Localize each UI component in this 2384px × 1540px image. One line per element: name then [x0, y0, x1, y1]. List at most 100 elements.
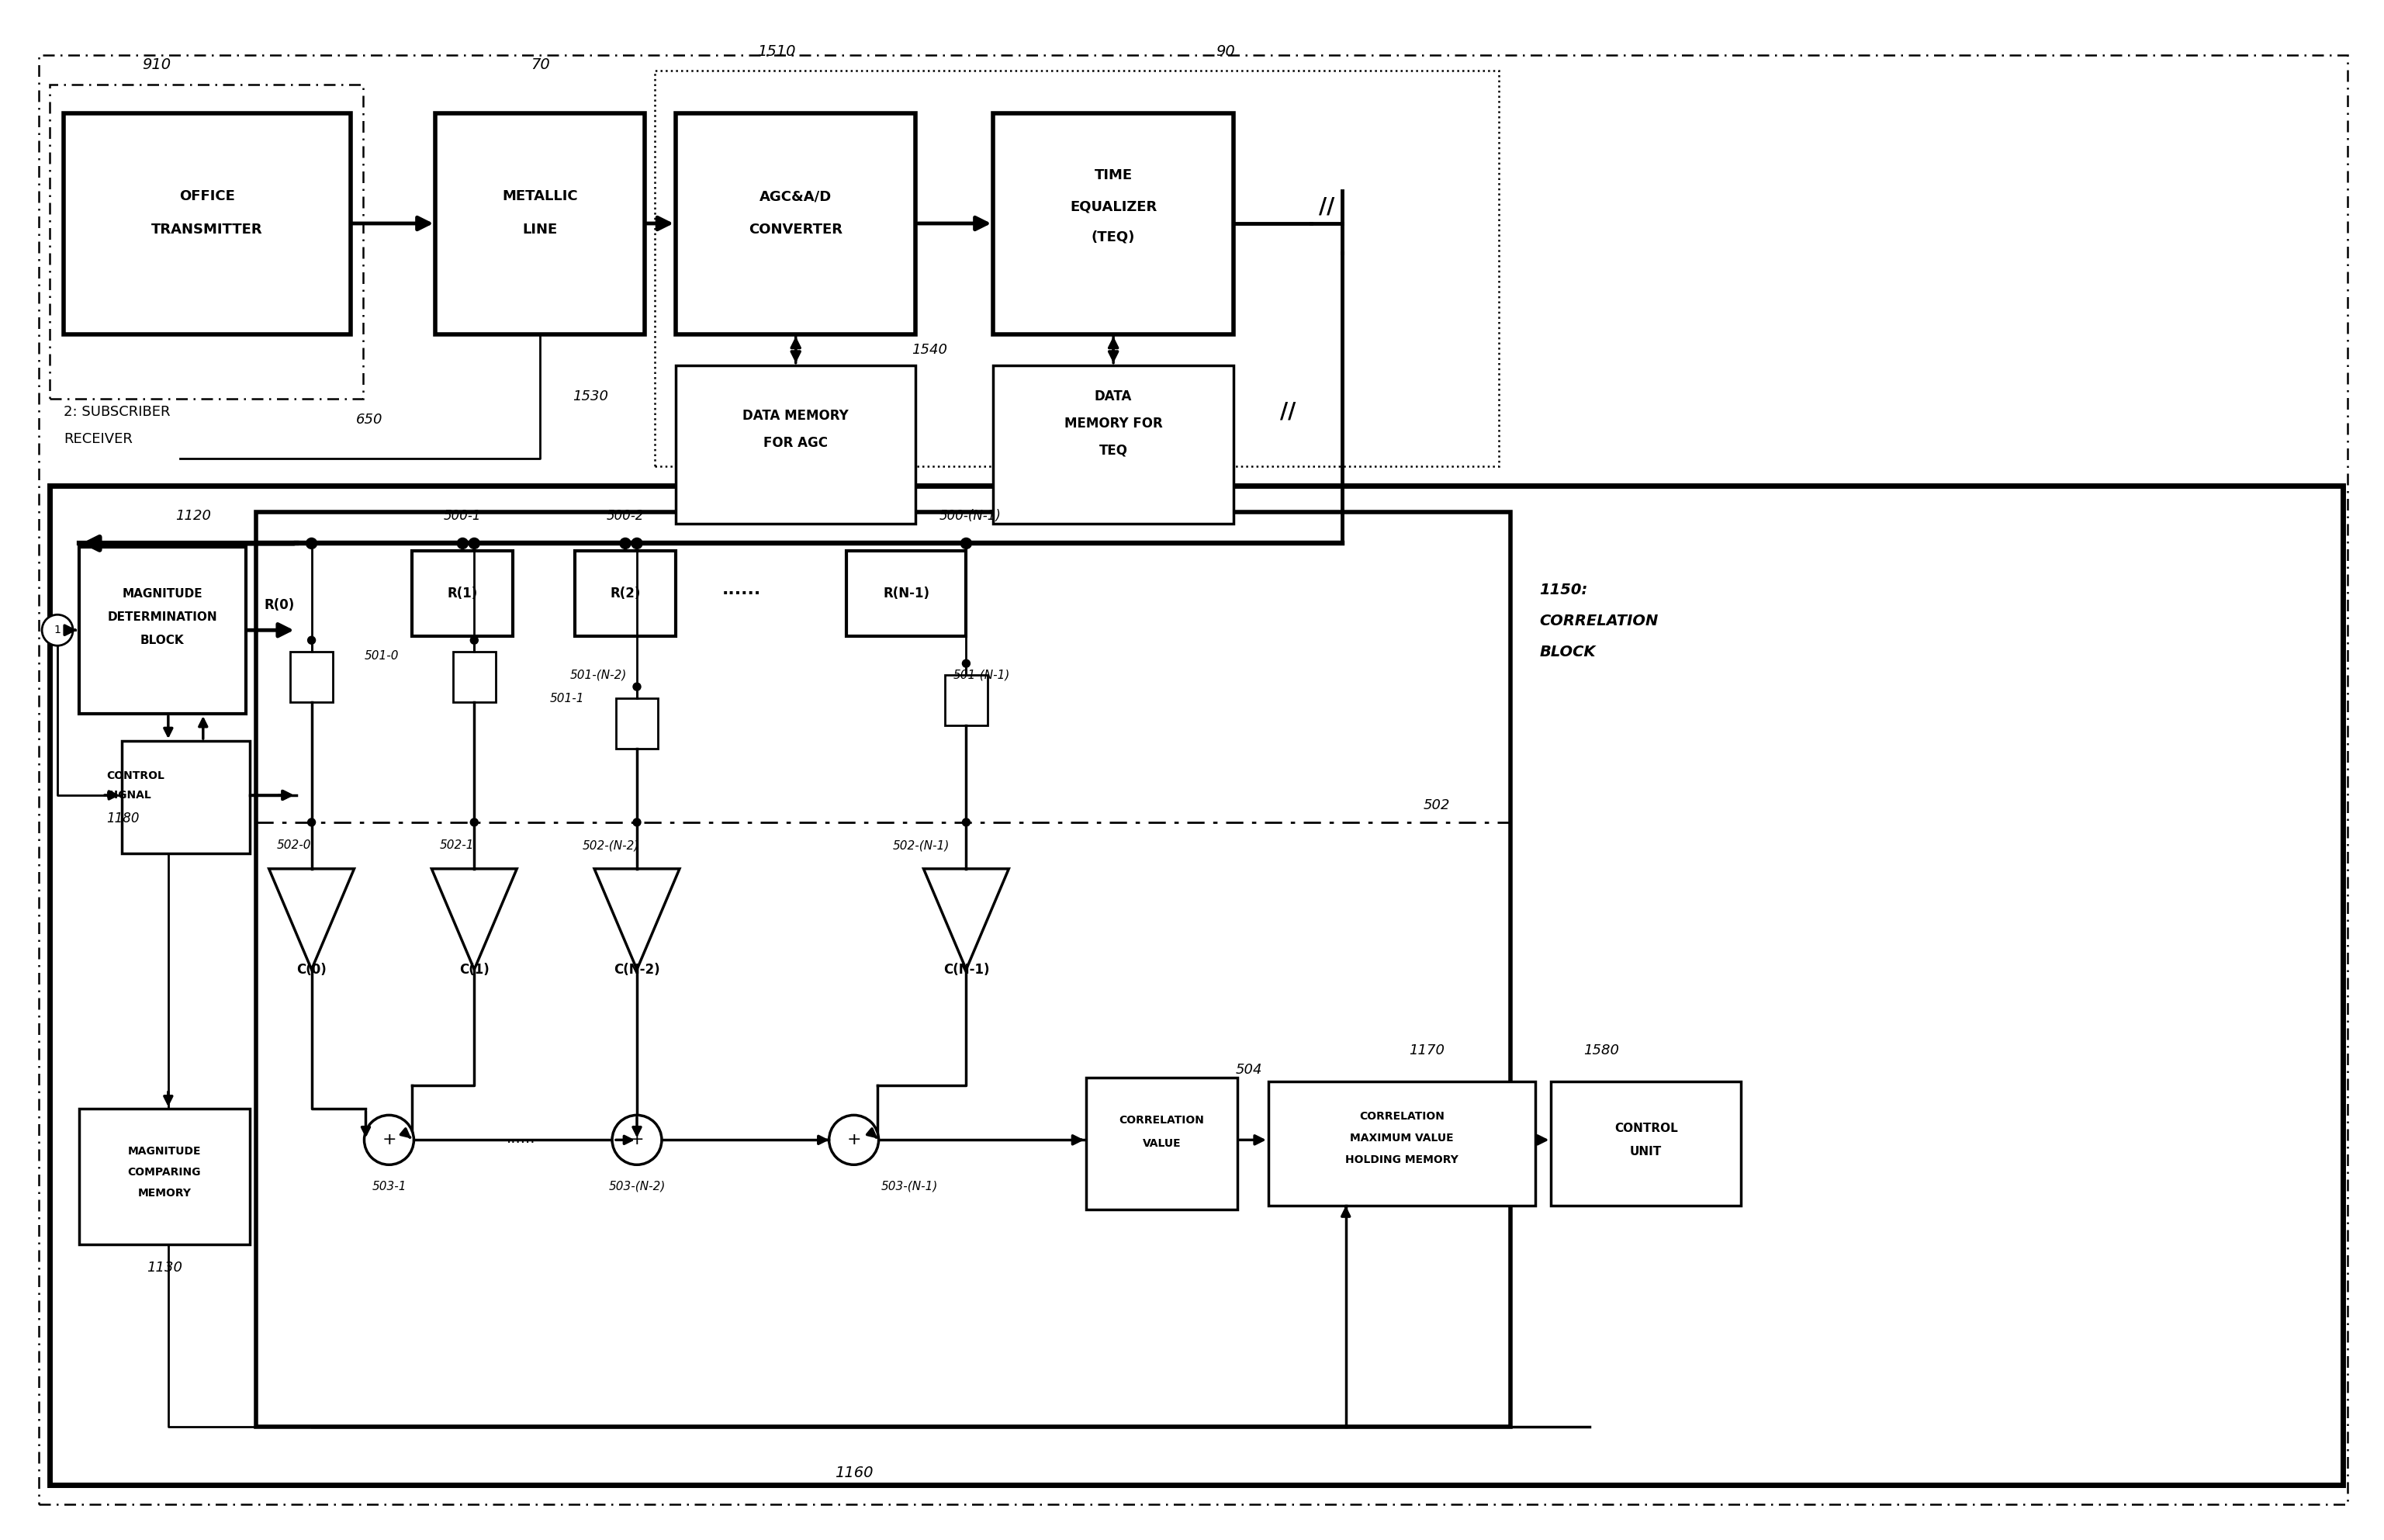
Bar [846, 551, 966, 636]
Text: 2: SUBSCRIBER: 2: SUBSCRIBER [64, 405, 169, 419]
Text: CONVERTER: CONVERTER [749, 223, 842, 237]
Text: //: // [1280, 400, 1295, 422]
Text: CONTROL: CONTROL [1614, 1123, 1678, 1133]
Text: FOR AGC: FOR AGC [763, 436, 827, 450]
Bar [412, 551, 513, 636]
Text: MAGNITUDE: MAGNITUDE [122, 588, 203, 599]
Text: C(N-1): C(N-1) [944, 962, 989, 976]
Text: 1: 1 [55, 625, 62, 636]
Text: RECEIVER: RECEIVER [64, 431, 134, 445]
Text: 650: 650 [355, 413, 384, 427]
Text: DETERMINATION: DETERMINATION [107, 611, 217, 622]
Text: 501-(N-1): 501-(N-1) [954, 670, 1011, 681]
Circle shape [470, 537, 479, 548]
Text: MAXIMUM VALUE: MAXIMUM VALUE [1349, 1133, 1454, 1144]
Circle shape [632, 537, 641, 548]
Text: 500-1: 500-1 [443, 510, 482, 524]
Text: ......: ...... [505, 1130, 536, 1146]
Bar [64, 114, 350, 334]
Text: 70: 70 [532, 57, 551, 72]
Text: MEMORY: MEMORY [138, 1187, 191, 1198]
Circle shape [613, 1115, 663, 1164]
Circle shape [305, 537, 317, 548]
Circle shape [308, 636, 315, 644]
Text: 503-(N-2): 503-(N-2) [608, 1181, 665, 1192]
Bar [1268, 1081, 1535, 1206]
Text: TEQ: TEQ [1099, 444, 1128, 457]
Text: +: + [629, 1132, 644, 1147]
Text: 502-1: 502-1 [439, 839, 474, 852]
Text: +: + [846, 1132, 861, 1147]
Text: 1580: 1580 [1583, 1044, 1619, 1058]
Text: 502: 502 [1423, 798, 1449, 812]
Text: C(1): C(1) [460, 962, 489, 976]
Text: 1170: 1170 [1409, 1044, 1445, 1058]
Text: +: + [381, 1132, 396, 1147]
Text: DATA: DATA [1094, 390, 1132, 403]
Text: 500-2: 500-2 [606, 510, 644, 524]
Text: CONTROL: CONTROL [107, 770, 164, 781]
Text: 501-1: 501-1 [551, 693, 584, 704]
Text: 501-(N-2): 501-(N-2) [570, 670, 627, 681]
Text: 1510: 1510 [758, 45, 796, 59]
Text: 1150:: 1150: [1540, 582, 1588, 598]
Text: CORRELATION: CORRELATION [1359, 1112, 1445, 1123]
Bar [1087, 1078, 1237, 1209]
Text: 1540: 1540 [913, 343, 946, 357]
Bar [615, 698, 658, 748]
Text: R(0): R(0) [265, 599, 293, 613]
Text: 1180: 1180 [107, 812, 138, 825]
Text: //: // [1318, 196, 1335, 217]
Text: LINE: LINE [522, 223, 558, 237]
Text: VALUE: VALUE [1142, 1138, 1180, 1149]
Text: 500-(N-1): 500-(N-1) [939, 510, 1001, 524]
Text: TRANSMITTER: TRANSMITTER [150, 223, 262, 237]
Text: CORRELATION: CORRELATION [1118, 1115, 1204, 1126]
Text: C(0): C(0) [296, 962, 327, 976]
Text: METALLIC: METALLIC [503, 189, 577, 203]
Text: 1530: 1530 [572, 390, 608, 403]
Bar [575, 551, 675, 636]
Circle shape [830, 1115, 880, 1164]
Text: 502-0: 502-0 [277, 839, 312, 852]
Bar [50, 485, 2343, 1485]
Circle shape [470, 818, 479, 825]
Bar [994, 114, 1233, 334]
Text: 90: 90 [1216, 45, 1235, 59]
Text: (TEQ): (TEQ) [1092, 231, 1135, 245]
Polygon shape [923, 869, 1008, 970]
Bar [1552, 1081, 1740, 1206]
Circle shape [963, 659, 970, 667]
Bar [436, 114, 644, 334]
Bar [50, 85, 362, 399]
Text: DATA MEMORY: DATA MEMORY [744, 408, 849, 422]
Text: AGC&A/D: AGC&A/D [760, 189, 832, 203]
Text: SIGNAL: SIGNAL [107, 790, 150, 801]
Bar [656, 71, 1500, 467]
Text: UNIT: UNIT [1631, 1146, 1662, 1158]
Text: MEMORY FOR: MEMORY FOR [1063, 416, 1163, 430]
Circle shape [634, 682, 641, 690]
Polygon shape [432, 869, 517, 970]
Bar [122, 741, 250, 853]
Text: EQUALIZER: EQUALIZER [1070, 199, 1156, 214]
Text: C(N-2): C(N-2) [613, 962, 660, 976]
Text: HOLDING MEMORY: HOLDING MEMORY [1345, 1155, 1459, 1166]
Circle shape [365, 1115, 415, 1164]
Circle shape [43, 614, 74, 645]
Text: MAGNITUDE: MAGNITUDE [129, 1146, 200, 1157]
Text: COMPARING: COMPARING [129, 1167, 200, 1178]
Polygon shape [269, 869, 355, 970]
Text: R(1): R(1) [448, 587, 477, 601]
Text: OFFICE: OFFICE [179, 189, 236, 203]
Circle shape [961, 537, 973, 548]
Text: 503-(N-1): 503-(N-1) [882, 1181, 937, 1192]
Text: 502-(N-1): 502-(N-1) [892, 839, 949, 852]
Text: BLOCK: BLOCK [1540, 644, 1595, 659]
Text: ......: ...... [722, 582, 760, 598]
Bar [994, 365, 1233, 524]
Circle shape [634, 818, 641, 825]
Text: CORRELATION: CORRELATION [1540, 613, 1659, 628]
Text: 504: 504 [1235, 1063, 1261, 1076]
Text: 502-(N-2): 502-(N-2) [582, 839, 639, 852]
